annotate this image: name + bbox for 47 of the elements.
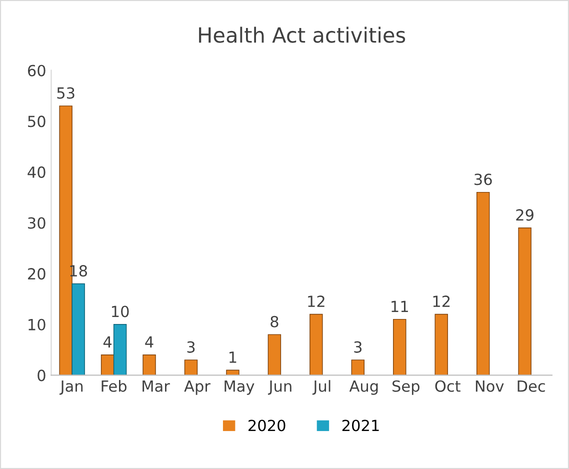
y-tick-label: 60 xyxy=(28,64,46,76)
bar xyxy=(310,314,323,376)
bar xyxy=(72,283,85,376)
data-label: 8 xyxy=(270,316,278,328)
x-tick-label: May xyxy=(224,380,254,395)
y-tick-label: 10 xyxy=(28,318,46,330)
bar xyxy=(268,334,282,376)
x-tick-label: Nov xyxy=(476,380,504,392)
y-tick-label: 40 xyxy=(28,166,46,178)
data-label: 53 xyxy=(57,87,74,99)
legend-label: 2020 xyxy=(248,420,286,432)
x-tick-label: Dec xyxy=(518,380,545,392)
data-label: 4 xyxy=(103,336,112,348)
bar xyxy=(476,192,490,376)
x-tick-label: Jun xyxy=(268,380,292,395)
data-label: 3 xyxy=(354,341,362,353)
data-label: 12 xyxy=(308,296,324,307)
bar xyxy=(142,354,156,376)
legend-label: 2021 xyxy=(342,420,379,432)
x-tick-label: Feb xyxy=(102,380,126,392)
x-tick-label: Jul xyxy=(312,380,330,395)
y-tick-label: 30 xyxy=(28,217,46,229)
data-label: 12 xyxy=(433,296,450,307)
data-label: 29 xyxy=(516,209,534,221)
data-label: 1 xyxy=(230,352,236,363)
bar xyxy=(434,314,448,376)
bar xyxy=(351,360,365,376)
x-tick-label: Jan xyxy=(60,380,83,395)
bar xyxy=(518,228,532,376)
bar xyxy=(113,324,127,376)
y-tick-label: 20 xyxy=(28,268,46,280)
data-label: 4 xyxy=(145,336,154,348)
data-label: 36 xyxy=(474,174,492,186)
data-label: 3 xyxy=(187,341,195,353)
x-tick-label: Aug xyxy=(349,380,378,395)
x-tick-label: Sep xyxy=(392,380,420,395)
bar xyxy=(184,360,198,376)
bar xyxy=(100,354,114,376)
data-label: 10 xyxy=(112,306,129,318)
bar xyxy=(393,318,406,376)
x-tick-label: Apr xyxy=(184,380,210,395)
y-tick-label: 50 xyxy=(28,116,46,128)
data-label: 11 xyxy=(392,300,408,312)
x-tick-label: Oct xyxy=(435,380,460,392)
x-tick-label: Mar xyxy=(142,380,170,392)
chart-title: Health Act activities xyxy=(199,26,406,43)
y-tick-label: 0 xyxy=(38,370,46,382)
